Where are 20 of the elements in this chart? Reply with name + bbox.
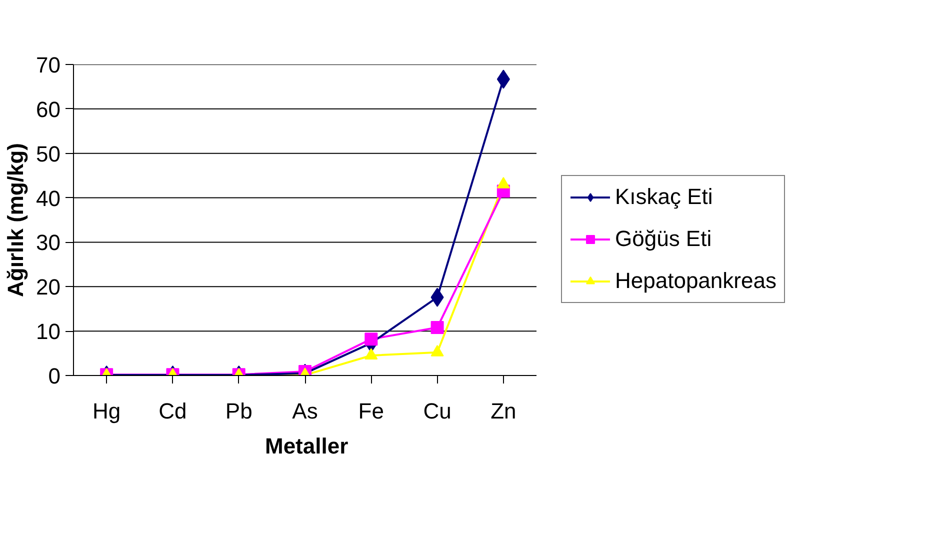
- x-tick-label: Fe: [358, 398, 384, 424]
- y-tick-label: 30: [36, 230, 61, 256]
- legend-label: Kıskaç Eti: [615, 184, 713, 210]
- x-tick-label: Pb: [225, 398, 252, 424]
- legend-label: Göğüs Eti: [615, 226, 712, 252]
- y-tick-label: 50: [36, 141, 61, 166]
- y-tick-label: 10: [36, 319, 61, 344]
- x-tick-label: As: [292, 398, 318, 424]
- x-tick-label: Cu: [423, 398, 452, 424]
- legend-label: Hepatopankreas: [615, 268, 776, 294]
- y-tick-label: 0: [48, 364, 61, 388]
- y-axis-title: Ağırlık (mg/kg): [3, 142, 28, 298]
- x-tick-label: Hg: [92, 398, 121, 424]
- x-axis-title: Metaller: [265, 434, 349, 458]
- y-tick-label: 60: [36, 96, 61, 122]
- y-tick-label: 40: [36, 186, 61, 211]
- y-tick-label: 70: [36, 52, 61, 78]
- x-tick-label: Cd: [158, 398, 187, 424]
- x-tick-label: Zn: [490, 398, 516, 424]
- y-tick-label: 20: [36, 274, 61, 300]
